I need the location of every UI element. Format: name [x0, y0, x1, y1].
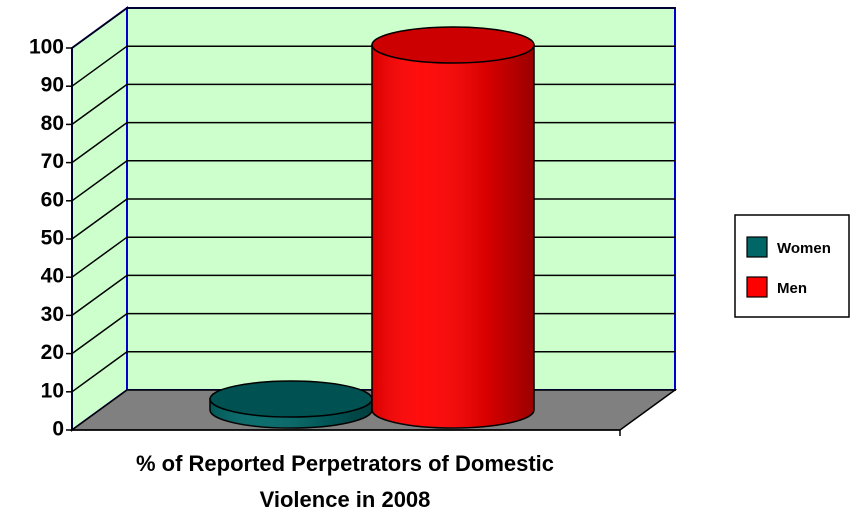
y-tick-label: 70 [41, 150, 64, 173]
y-tick-label: 100 [29, 36, 64, 59]
legend-swatch [746, 276, 768, 298]
grid-line [71, 7, 675, 49]
y-tick-label: 60 [41, 188, 64, 211]
x-axis-title: % of Reported Perpetrators of Domestic V… [135, 451, 555, 512]
y-tick-label: 80 [41, 112, 64, 135]
cylinder-top [371, 26, 535, 64]
y-tick-label: 40 [41, 265, 64, 288]
legend-label: Women [777, 240, 831, 257]
y-tick-label: 20 [41, 341, 64, 364]
cylinder-shade [372, 45, 534, 428]
y-tick-label: 50 [41, 227, 64, 250]
y-tick-label: 30 [41, 303, 64, 326]
legend-label: Men [777, 280, 807, 297]
cylinder-top-shade [210, 381, 372, 418]
legend-swatch [746, 236, 768, 258]
legend [734, 214, 850, 318]
y-tick-label: 10 [41, 379, 64, 402]
y-tick-label: 90 [41, 74, 64, 97]
y-tick-label: 0 [52, 418, 64, 441]
cylinder-top-shade [372, 27, 534, 63]
